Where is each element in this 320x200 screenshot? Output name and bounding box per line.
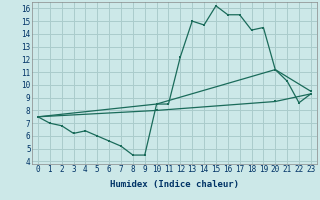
X-axis label: Humidex (Indice chaleur): Humidex (Indice chaleur)	[110, 180, 239, 189]
